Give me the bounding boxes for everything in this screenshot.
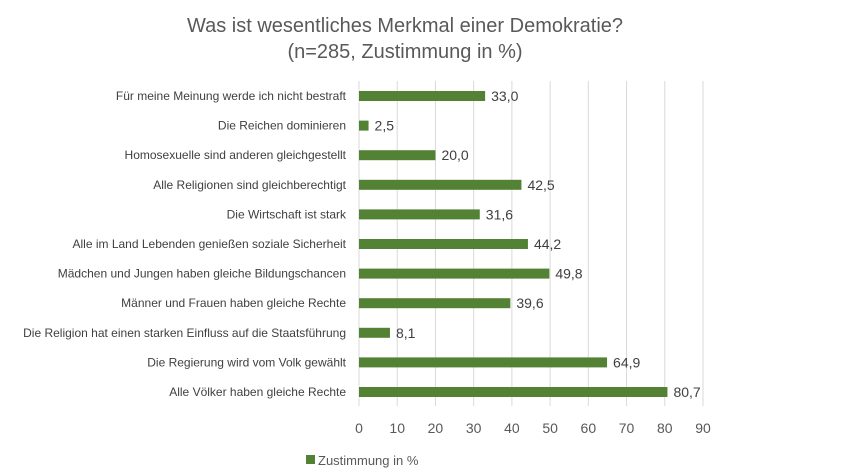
category-label: Männer und Frauen haben gleiche Rechte — [121, 296, 346, 310]
bar — [359, 91, 486, 101]
x-tick-label: 30 — [466, 420, 482, 436]
category-label: Mädchen und Jungen haben gleiche Bildung… — [58, 267, 346, 281]
bar — [359, 268, 550, 279]
data-label: 42,5 — [527, 177, 554, 193]
legend-swatch — [306, 455, 315, 464]
data-label: 44,2 — [534, 236, 561, 252]
data-label: 2,5 — [375, 118, 395, 134]
x-tick-label: 70 — [619, 420, 635, 436]
bar — [359, 150, 436, 161]
category-labels: Für meine Meinung werde ich nicht bestra… — [23, 89, 347, 399]
x-tick-label: 80 — [657, 420, 673, 436]
legend: Zustimmung in % — [306, 453, 419, 468]
bar — [359, 120, 369, 131]
data-label: 20,0 — [441, 147, 468, 163]
data-label: 33,0 — [491, 88, 518, 104]
x-tick-label: 20 — [428, 420, 444, 436]
category-label: Alle Völker haben gleiche Rechte — [169, 385, 346, 399]
bar — [359, 179, 522, 190]
x-tick-label: 50 — [542, 420, 558, 436]
category-label: Für meine Meinung werde ich nicht bestra… — [116, 89, 347, 103]
x-tick-label: 10 — [389, 420, 405, 436]
chart-subtitle: (n=285, Zustimmung in %) — [287, 41, 522, 63]
chart-title: Was ist wesentliches Merkmal einer Demok… — [187, 15, 623, 37]
data-label: 80,7 — [673, 384, 700, 400]
x-tick-label: 60 — [581, 420, 597, 436]
bar — [359, 209, 480, 220]
category-label: Alle Religionen sind gleichberechtigt — [153, 178, 346, 192]
x-tick-label: 90 — [695, 420, 711, 436]
category-label: Homosexuelle sind anderen gleichgestellt — [125, 148, 347, 162]
data-label: 64,9 — [613, 354, 640, 370]
category-label: Die Reichen dominieren — [218, 119, 346, 133]
bar — [359, 387, 668, 397]
data-label: 31,6 — [486, 206, 513, 222]
category-label: Die Regierung wird vom Volk gewählt — [147, 355, 346, 369]
data-label: 49,8 — [555, 266, 582, 282]
data-label: 8,1 — [396, 325, 416, 341]
x-tick-label: 40 — [504, 420, 520, 436]
legend-label: Zustimmung in % — [318, 453, 419, 468]
x-tick-label: 0 — [355, 420, 363, 436]
data-label: 39,6 — [516, 295, 543, 311]
bar — [359, 357, 608, 368]
category-label: Die Religion hat einen starken Einfluss … — [23, 326, 346, 340]
bars: 33,0 2,5 20,0 42,5 31,6 44,2 49,8 39,6 8,1 64,9 80… — [359, 88, 701, 400]
bar — [359, 239, 528, 249]
bar — [359, 327, 390, 338]
x-axis-ticks: 0 10 20 30 40 50 60 70 80 90 — [355, 420, 711, 436]
category-label: Alle im Land Lebenden genießen soziale S… — [72, 237, 346, 251]
bar — [359, 298, 511, 309]
category-label: Die Wirtschaft ist stark — [227, 207, 347, 221]
